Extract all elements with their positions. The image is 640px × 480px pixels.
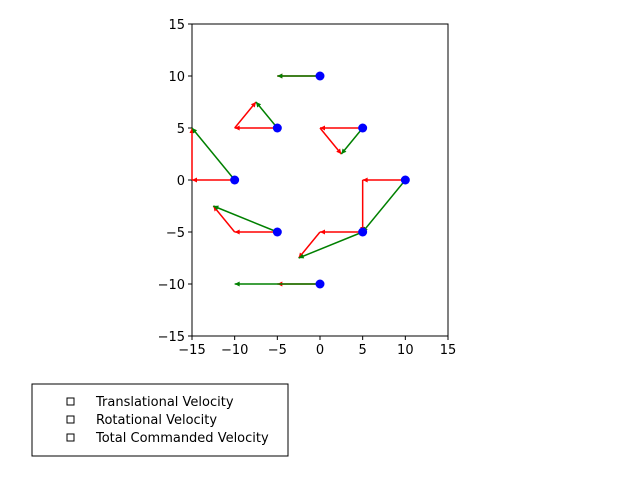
robot-position-point <box>272 123 282 133</box>
y-tick-label: 15 <box>168 18 185 33</box>
legend-marker <box>66 415 75 424</box>
y-tick-label: 0 <box>177 174 185 189</box>
rotational-velocity-arrow-shaft <box>212 205 236 233</box>
robot-position-point <box>358 227 368 237</box>
x-tick-label: 5 <box>359 343 367 358</box>
robot-position-point <box>315 71 325 81</box>
total-commanded-velocity-arrow-head <box>341 148 347 154</box>
rotational-velocity-arrow-shaft <box>319 127 342 155</box>
rotational-velocity-arrow <box>234 101 257 129</box>
translational-velocity-arrow-head <box>234 229 240 235</box>
legend-marker <box>66 433 75 442</box>
total-commanded-velocity-arrow <box>234 281 320 287</box>
total-commanded-velocity-arrow <box>191 127 236 181</box>
total-commanded-velocity-arrow-head <box>234 281 240 287</box>
translational-velocity-arrow <box>192 177 235 183</box>
legend-label: Translational Velocity <box>95 395 234 410</box>
rotational-velocity-arrow-head <box>336 148 342 154</box>
legend: Translational Velocity Rotational Velocit… <box>31 383 289 457</box>
translational-velocity-arrow <box>320 125 363 131</box>
total-commanded-velocity-arrow-shaft <box>191 127 236 181</box>
x-tick-label: 10 <box>397 343 414 358</box>
total-commanded-velocity-arrow <box>277 73 320 79</box>
total-commanded-velocity-arrow-head <box>298 253 305 259</box>
translational-velocity-arrow-head <box>234 125 240 131</box>
legend-marker <box>66 397 75 406</box>
y-tick-label: 5 <box>177 122 185 137</box>
robot-position-point <box>272 227 282 237</box>
total-commanded-velocity-arrow <box>213 205 278 233</box>
rotational-velocity-arrow-shaft <box>234 101 257 129</box>
translational-velocity-arrow-head <box>192 177 197 183</box>
x-tick-label: −5 <box>268 343 287 358</box>
robot-position-point <box>315 279 325 289</box>
translational-velocity-arrow <box>234 125 278 131</box>
legend-label: Rotational Velocity <box>96 413 217 428</box>
translational-velocity-arrow <box>362 177 406 183</box>
robot-position-point <box>400 175 410 185</box>
translational-velocity-arrow-head <box>320 229 325 235</box>
x-tick-label: 15 <box>440 343 457 358</box>
x-tick-label: −10 <box>221 343 248 358</box>
x-tick-label: −15 <box>178 343 205 358</box>
legend-label: Total Commanded Velocity <box>95 431 269 446</box>
total-commanded-velocity-arrow-head <box>256 102 262 108</box>
y-tick-label: −10 <box>158 278 185 293</box>
total-commanded-velocity-arrow <box>298 231 363 259</box>
y-tick-label: −15 <box>158 330 185 345</box>
rotational-velocity-arrow-shaft <box>298 231 321 259</box>
translational-velocity-arrow-head <box>320 125 325 131</box>
rotational-velocity-arrow <box>319 127 342 155</box>
robot-position-point <box>358 123 368 133</box>
total-commanded-velocity-arrow <box>255 101 278 129</box>
translational-velocity-arrow-head <box>362 177 368 183</box>
rotational-velocity-arrow-head <box>250 102 256 108</box>
x-tick-label: 0 <box>316 343 324 358</box>
total-commanded-velocity-arrow <box>340 127 364 155</box>
total-commanded-velocity-arrow-shaft <box>298 231 363 259</box>
total-commanded-velocity-arrow-head <box>213 205 219 211</box>
total-commanded-velocity-arrow-shaft <box>340 127 364 155</box>
translational-velocity-arrow <box>234 229 278 235</box>
total-commanded-velocity-arrow-shaft <box>362 179 406 233</box>
total-commanded-velocity-arrow-shaft <box>213 205 278 233</box>
translational-velocity-arrow <box>320 229 363 235</box>
plot-area: −15 −10 −5 0 5 10 15 −15 −10 −5 0 5 10 15 <box>158 18 457 358</box>
robot-position-point <box>230 175 240 185</box>
total-commanded-velocity-arrow-head <box>277 73 283 79</box>
legend-box <box>31 383 289 457</box>
y-tick-label: −5 <box>166 226 185 241</box>
y-tick-label: 10 <box>168 70 185 85</box>
total-commanded-velocity-arrow-head <box>192 128 198 134</box>
total-commanded-velocity-arrow-shaft <box>255 101 278 129</box>
